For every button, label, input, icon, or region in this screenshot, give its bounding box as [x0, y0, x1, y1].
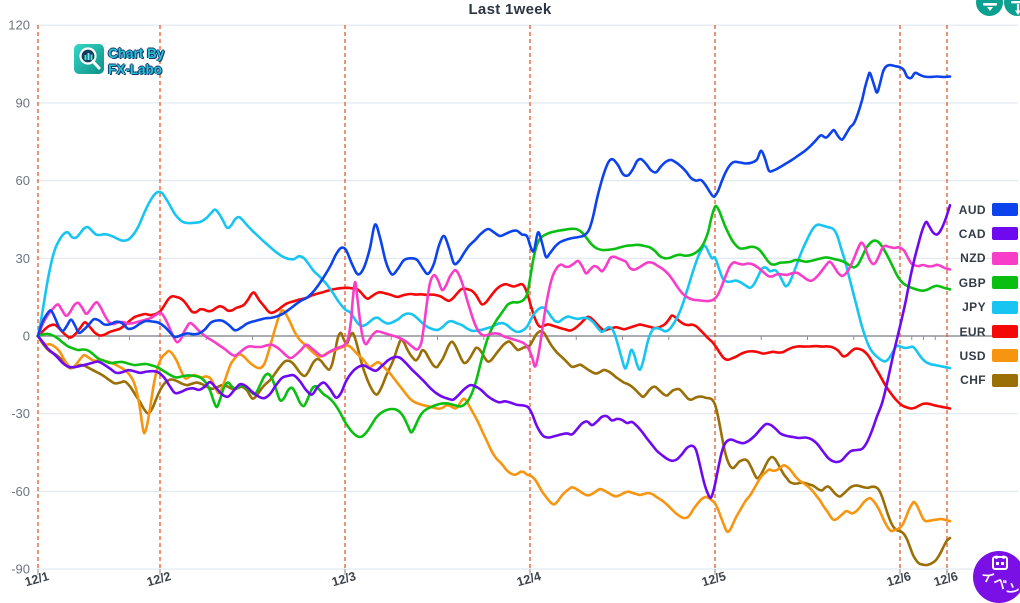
logo-line2: FX-Labo: [108, 62, 164, 77]
legend-label: GBP: [959, 276, 986, 290]
legend-label: JPY: [962, 300, 986, 314]
legend-color-swatch: [992, 227, 1018, 240]
legend-item-CHF[interactable]: CHF: [960, 373, 1018, 388]
legend-item-CAD[interactable]: CAD: [959, 226, 1018, 241]
legend-color-swatch: [992, 276, 1018, 289]
compress-arrows-icon: [982, 0, 998, 14]
y-axis-label: -30: [11, 406, 30, 421]
x-axis-label: 12/6: [932, 569, 959, 589]
legend-color-swatch: [992, 301, 1018, 314]
legend-item-GBP[interactable]: GBP: [959, 275, 1018, 290]
legend-item-USD[interactable]: USD: [959, 348, 1018, 363]
series-line-EUR: [38, 284, 950, 408]
series-line-GBP: [38, 206, 950, 437]
chart-magnifier-icon: [74, 44, 104, 79]
legend-color-swatch: [992, 203, 1018, 216]
series-line-USD: [38, 310, 950, 532]
legend-color-swatch: [992, 374, 1018, 387]
logo-line1: Chart By: [108, 46, 164, 61]
x-axis-label: 12/3: [330, 569, 357, 589]
series-line-CHF: [38, 331, 950, 565]
legend-label: AUD: [959, 203, 986, 217]
legend-color-swatch: [992, 252, 1018, 265]
legend-label: USD: [959, 349, 986, 363]
y-axis-label: 120: [8, 18, 30, 33]
y-axis-label: 30: [16, 251, 30, 266]
x-axis-label: 12/2: [145, 569, 172, 589]
y-axis-label: 0: [23, 329, 30, 344]
legend-label: NZD: [960, 251, 986, 265]
expand-arrow-icon: [1010, 0, 1020, 15]
legend-color-swatch: [992, 325, 1018, 338]
legend-color-swatch: [992, 349, 1018, 362]
event-button[interactable]: イベン: [973, 551, 1020, 603]
x-axis-label: 12/4: [515, 569, 542, 589]
y-axis-label: 60: [16, 173, 30, 188]
y-axis-label: -60: [11, 484, 30, 499]
legend-item-JPY[interactable]: JPY: [962, 300, 1018, 315]
x-axis-label: 12/6: [885, 569, 912, 589]
fx-labo-logo: Chart By FX-Labo: [74, 44, 164, 79]
legend-label: EUR: [959, 325, 986, 339]
legend-label: CHF: [960, 373, 986, 387]
legend-item-EUR[interactable]: EUR: [959, 324, 1018, 339]
legend-label: CAD: [959, 227, 986, 241]
legend-item-NZD[interactable]: NZD: [960, 251, 1018, 266]
legend-item-AUD[interactable]: AUD: [959, 202, 1018, 217]
y-axis-label: 90: [16, 95, 30, 110]
x-axis-label: 12/5: [700, 569, 727, 589]
event-button-label: イベン: [978, 565, 1020, 600]
